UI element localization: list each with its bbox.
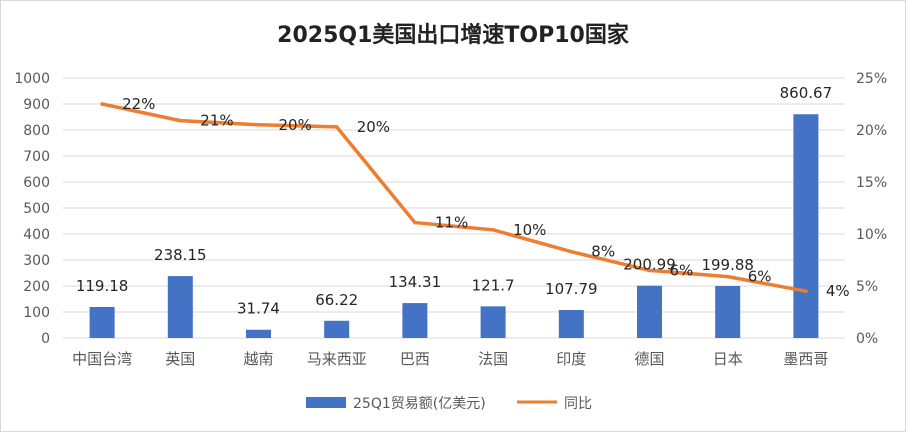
bar: [246, 329, 271, 338]
y-left-tick-label: 300: [23, 253, 50, 269]
y-right-axis: 0% 5% 10% 15% 20% 25%: [856, 71, 887, 347]
bar: [480, 306, 506, 338]
bar-value-label: 238.15: [154, 246, 207, 264]
line-series: [100, 102, 808, 294]
bar-value-label: 66.22: [315, 291, 358, 309]
line-value-label: 6%: [670, 261, 694, 279]
y-left-tick-label: 0: [41, 331, 50, 347]
legend-bar-swatch: [306, 397, 346, 408]
y-left-axis: 0 100 200 300 400 500 600 700 800 900 1000: [14, 71, 50, 347]
line-value-label: 21%: [200, 112, 233, 130]
line-point: [178, 118, 183, 123]
grid-lines: [63, 77, 845, 339]
x-category-label: 马来西亚: [307, 350, 367, 368]
x-category-label: 越南: [243, 350, 273, 368]
bar-value-label: 134.31: [389, 273, 442, 291]
yoy-line: [100, 102, 808, 293]
bar: [89, 307, 115, 338]
y-right-tick-label: 20%: [856, 123, 887, 139]
x-axis-categories: 中国台湾 英国 越南 马来西亚 巴西 法国 印度 德国 日本 墨西哥: [72, 350, 828, 368]
bar-value-label: 860.67: [780, 84, 833, 102]
bar-value-label: 121.7: [472, 276, 515, 294]
bar-series: [89, 114, 819, 338]
bar: [637, 285, 662, 338]
legend-line-label: 同比: [564, 396, 592, 412]
y-left-tick-label: 1000: [14, 71, 50, 87]
line-point: [413, 220, 417, 225]
line-point: [256, 123, 261, 127]
legend-bar-label: 25Q1贸易额(亿美元): [353, 396, 486, 412]
x-category-label: 中国台湾: [72, 350, 132, 368]
x-category-label: 印度: [556, 350, 586, 368]
chart-title: 2025Q1美国出口增速TOP10国家: [277, 22, 630, 48]
y-left-tick-label: 400: [23, 227, 50, 243]
bar: [793, 114, 819, 338]
legend: 25Q1贸易额(亿美元) 同比: [306, 396, 592, 412]
line-point: [569, 249, 574, 254]
line-point: [491, 228, 495, 232]
data-labels: 119.18 238.15 31.74 66.22 134.31 121.7 107.79 2…: [76, 84, 850, 318]
line-value-label: 11%: [435, 214, 468, 232]
bar-value-label: 199.88: [701, 256, 754, 274]
bar: [715, 286, 741, 338]
line-value-label: 8%: [591, 243, 615, 261]
line-value-label: 20%: [279, 116, 312, 134]
y-right-tick-label: 0%: [856, 331, 878, 347]
bar-value-label: 107.79: [545, 280, 598, 298]
x-category-label: 日本: [713, 350, 743, 368]
y-right-tick-label: 25%: [856, 71, 887, 87]
bar: [402, 303, 428, 338]
line-point: [725, 274, 730, 279]
bar-value-label: 119.18: [76, 277, 129, 295]
y-right-tick-label: 5%: [856, 279, 878, 295]
y-right-tick-label: 15%: [856, 175, 887, 191]
line-value-label: 10%: [513, 221, 546, 239]
line-value-label: 6%: [748, 268, 772, 286]
line-value-label: 20%: [357, 118, 390, 136]
line-point: [647, 268, 652, 273]
y-left-tick-label: 700: [23, 149, 50, 165]
line-point: [334, 125, 339, 129]
y-right-tick-label: 10%: [856, 227, 887, 243]
bar-value-label: 31.74: [237, 300, 280, 318]
x-category-label: 英国: [165, 350, 195, 368]
line-point: [100, 102, 104, 106]
y-left-tick-label: 100: [23, 305, 50, 321]
bar: [167, 276, 193, 338]
y-left-tick-label: 800: [23, 123, 50, 139]
x-category-label: 墨西哥: [783, 350, 828, 368]
line-value-label: 4%: [826, 282, 850, 300]
bar: [324, 320, 350, 338]
x-category-label: 巴西: [400, 350, 430, 368]
y-left-tick-label: 200: [23, 279, 50, 295]
line-point: [804, 289, 808, 294]
y-left-tick-label: 600: [23, 175, 50, 191]
y-left-tick-label: 900: [23, 97, 50, 113]
line-value-label: 22%: [122, 95, 155, 113]
x-category-label: 德国: [634, 350, 664, 368]
x-category-label: 法国: [478, 350, 508, 368]
bar: [558, 309, 584, 338]
y-left-tick-label: 500: [23, 201, 50, 217]
bar-value-label: 200.99: [623, 256, 676, 274]
